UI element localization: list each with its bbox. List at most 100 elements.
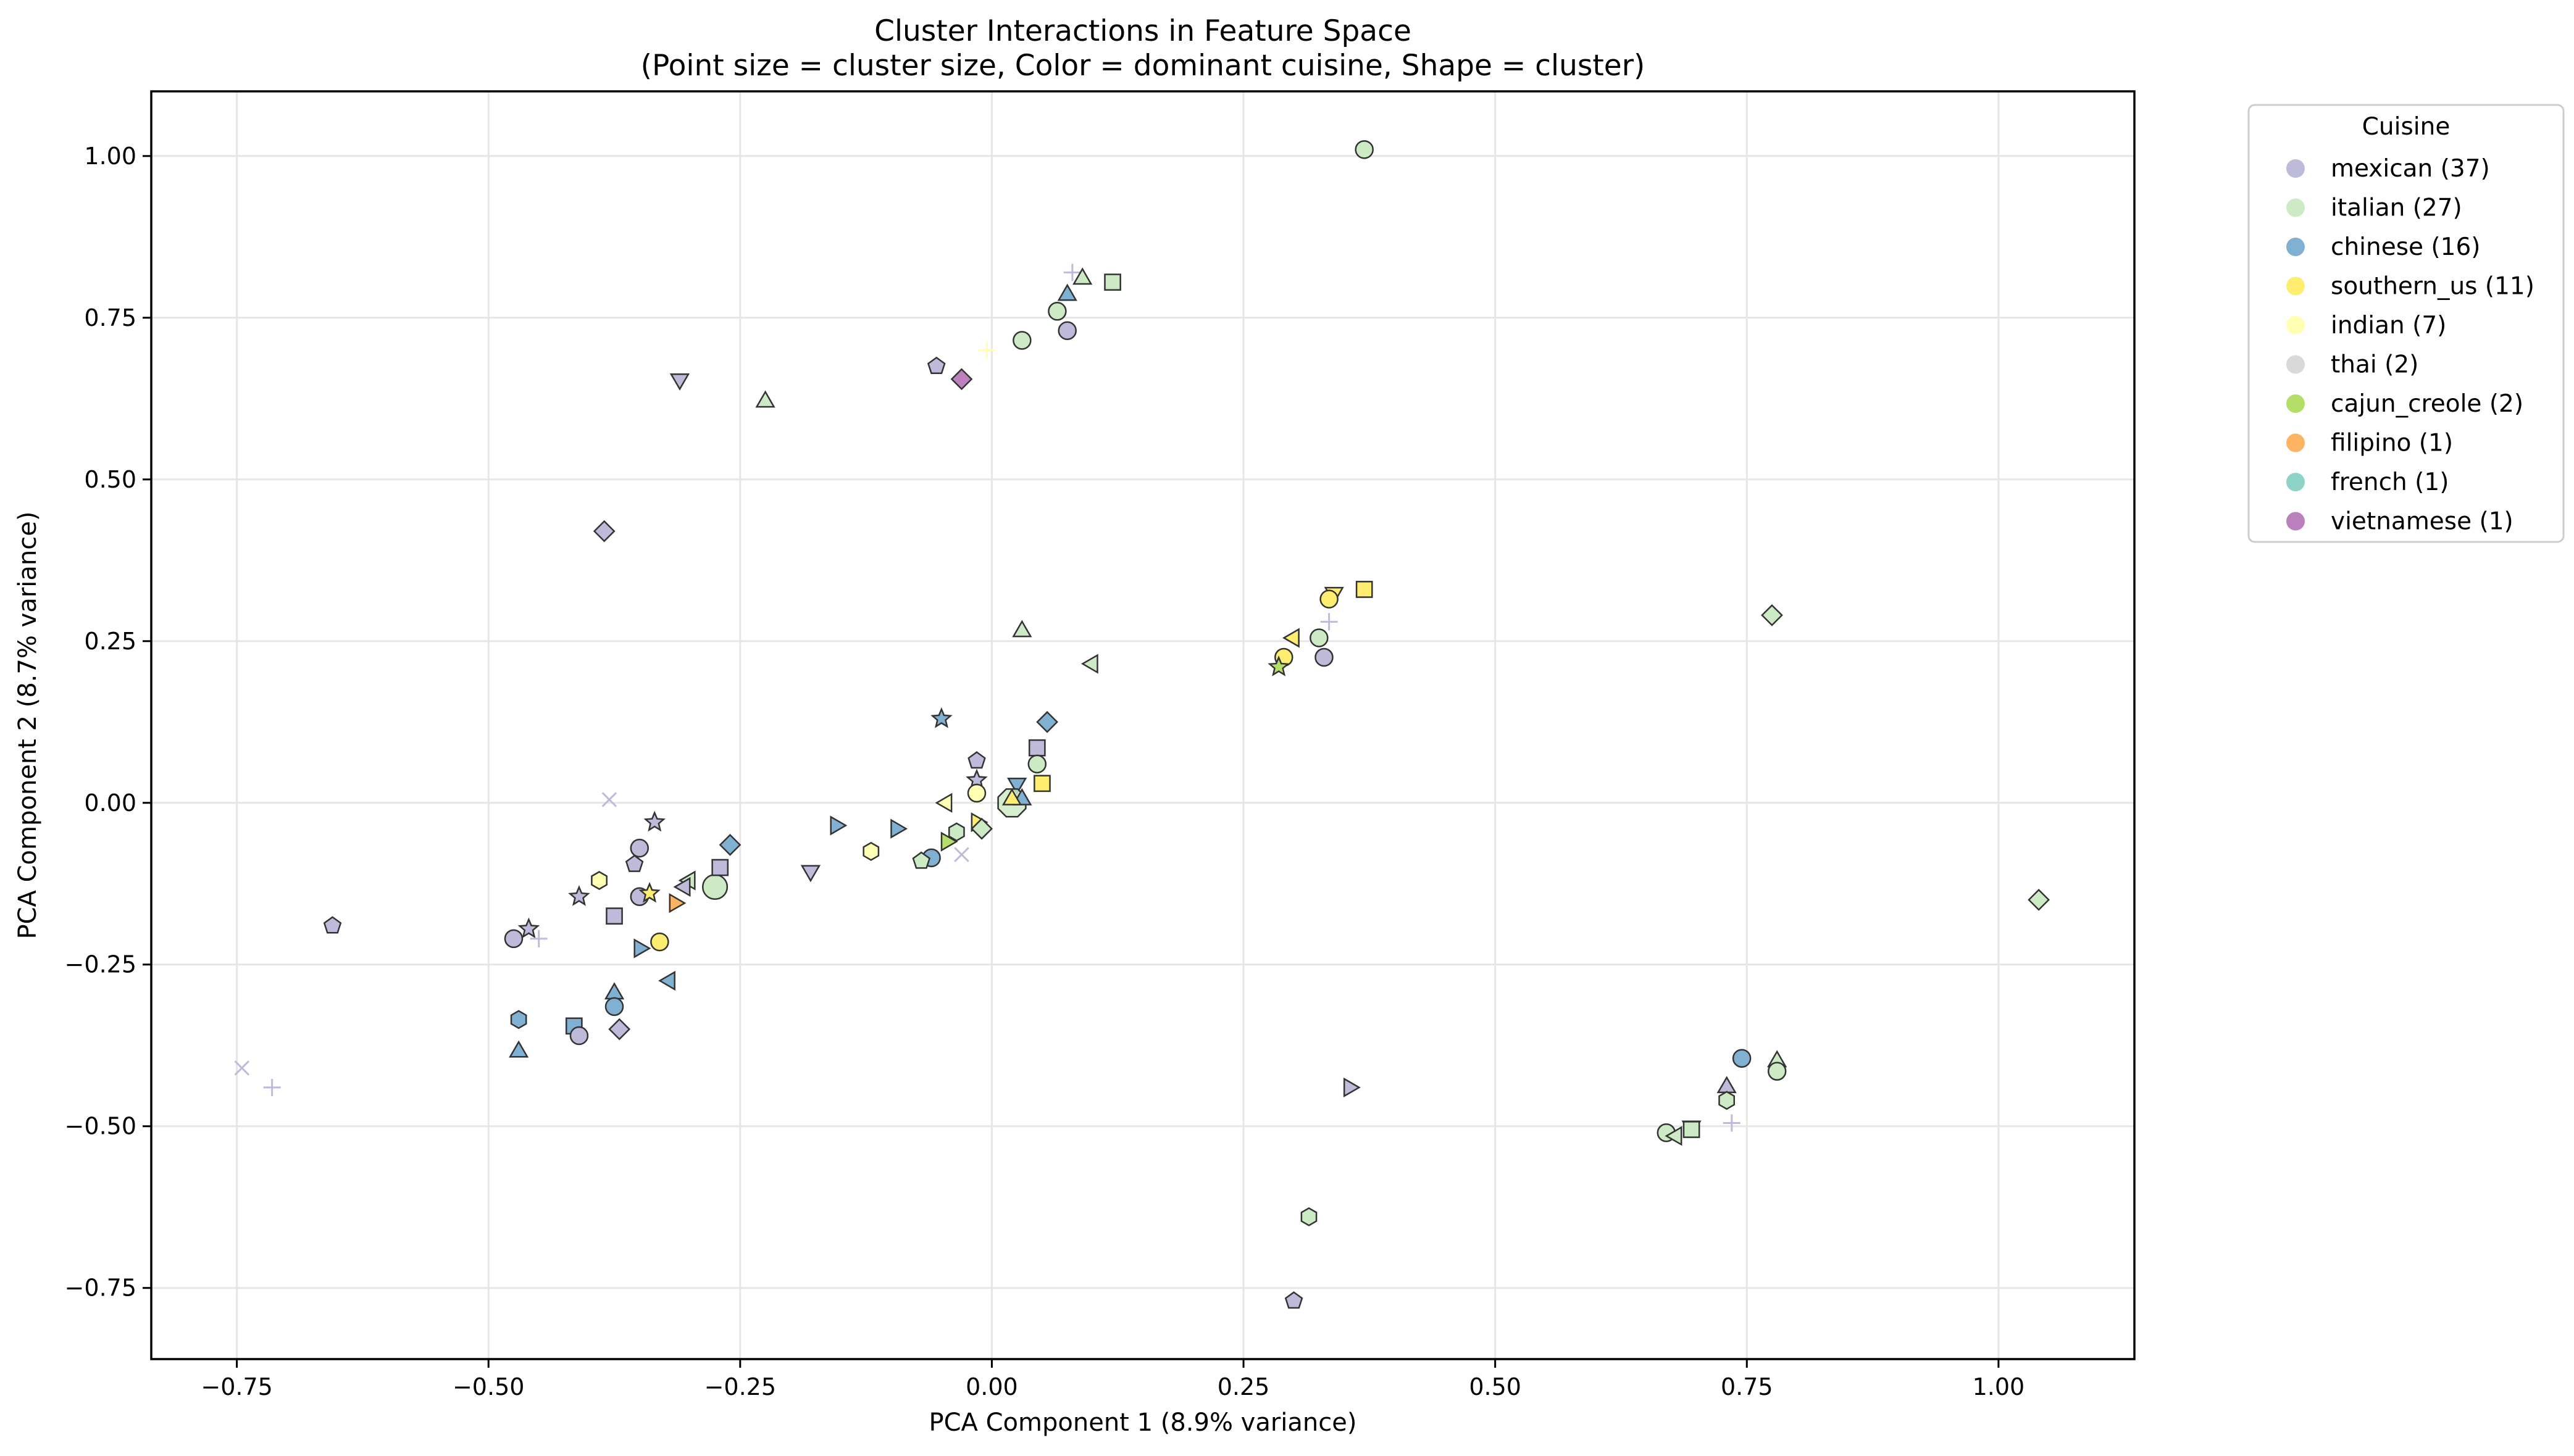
data-point-southern_us (650, 932, 669, 952)
data-point-mexican (234, 1060, 250, 1076)
x-tick-label: −0.25 (704, 1373, 776, 1400)
data-point-italian (948, 822, 965, 842)
legend-label-southern_us: southern_us (11) (2331, 273, 2534, 301)
data-point-italian (1080, 654, 1098, 674)
data-point-chinese (830, 815, 848, 836)
legend-marker-thai (2286, 355, 2305, 374)
legend-marker-italian (2286, 198, 2305, 217)
data-point-italian (1761, 604, 1783, 626)
data-point-mexican (1716, 1076, 1737, 1094)
data-point-chinese (930, 707, 953, 728)
data-point-mexican (669, 373, 690, 391)
data-point-mexican (630, 838, 650, 858)
y-axis-label: PCA Component 2 (8.7% variance) (14, 512, 42, 939)
legend-label-chinese: chinese (16) (2331, 233, 2480, 261)
data-point-italian (1013, 331, 1032, 350)
y-tick-label: 0.75 (84, 304, 136, 331)
data-point-italian (1718, 1091, 1736, 1110)
chart-title: Cluster Interactions in Feature Space (874, 14, 1411, 48)
y-tick-label: 1.00 (84, 143, 136, 170)
data-point-southern_us (1001, 788, 1022, 805)
data-point-mexican (1063, 264, 1081, 281)
axis-ticks: −0.75 −0.50 −0.25 0.00 0.25 0.50 0.75 1.00 −0.75… (65, 143, 2025, 1400)
legend-label-italian: italian (27) (2331, 194, 2462, 222)
data-point-mexican (593, 520, 616, 543)
data-point-mexican (530, 930, 548, 947)
x-axis-label: PCA Component 1 (8.9% variance) (929, 1408, 1357, 1437)
data-point-chinese (510, 1010, 527, 1030)
data-point-indian (935, 792, 953, 813)
legend-marker-indian (2286, 316, 2305, 335)
y-tick-label: 0.25 (84, 628, 136, 655)
data-point-italian (702, 873, 729, 901)
plot-frame (150, 90, 2136, 1360)
legend-marker-filipino (2286, 433, 2305, 452)
grid (151, 91, 2134, 1359)
data-point-southern_us (1034, 775, 1051, 792)
data-point-southern_us (1355, 581, 1373, 598)
data-point-chinese (1732, 1049, 1752, 1068)
y-tick-label: −0.25 (65, 951, 136, 978)
data-point-cajun_creole (940, 831, 958, 852)
data-point-mexican (568, 885, 590, 906)
data-point-indian (978, 341, 996, 359)
data-point-filipino (669, 893, 687, 913)
legend-label-cajun_creole: cajun_creole (2) (2331, 390, 2523, 418)
data-point-chinese (633, 938, 651, 959)
legend-label-mexican: mexican (37) (2331, 155, 2490, 183)
legend-title: Cuisine (2362, 113, 2451, 141)
data-point-italian (1027, 754, 1047, 774)
legend: Cuisine mexican (37) italian (27) chinese … (2247, 104, 2565, 543)
legend-marker-french (2286, 473, 2305, 491)
data-point-chinese (719, 834, 742, 856)
data-point-italian (1310, 628, 1329, 647)
data-point-indian (863, 841, 880, 861)
legend-marker-vietnamese (2286, 512, 2305, 531)
legend-marker-southern_us (2286, 277, 2305, 296)
data-point-italian (1048, 302, 1067, 321)
data-point-southern_us (638, 881, 661, 903)
legend-marker-chinese (2286, 238, 2305, 256)
x-tick-label: 0.50 (1469, 1373, 1521, 1400)
data-point-chinese (890, 818, 908, 839)
x-tick-label: −0.75 (201, 1373, 272, 1400)
data-point-mexican (263, 1078, 281, 1096)
data-point-vietnamese (950, 368, 973, 391)
data-point-mexican (517, 917, 540, 939)
data-point-mexican (601, 792, 617, 807)
data-point-italian (1072, 267, 1093, 285)
data-points (234, 140, 2050, 1309)
data-point-mexican (606, 907, 623, 925)
data-point-chinese (509, 1040, 529, 1058)
data-point-italian (912, 851, 931, 869)
legend-marker-mexican (2286, 159, 2305, 178)
data-point-chinese (1007, 778, 1027, 795)
data-point-mexican (1028, 739, 1046, 757)
data-point-italian (1104, 273, 1121, 291)
y-tick-label: −0.75 (65, 1275, 136, 1302)
data-point-italian (2028, 889, 2050, 911)
data-point-mexican (673, 876, 691, 897)
data-point-mexican (1284, 1291, 1303, 1309)
y-tick-label: 0.50 (84, 466, 136, 493)
data-point-chinese (604, 997, 624, 1017)
data-point-mexican (643, 810, 666, 832)
data-point-mexican (1320, 613, 1338, 631)
data-point-italian (1665, 1126, 1682, 1146)
data-point-italian (1300, 1207, 1318, 1226)
legend-label-french: french (1) (2331, 468, 2449, 496)
legend-label-filipino: filipino (1) (2331, 430, 2453, 457)
legend-label-vietnamese: vietnamese (1) (2331, 508, 2513, 536)
data-point-mexican (504, 929, 524, 949)
data-point-mexican (1343, 1077, 1361, 1097)
data-point-mexican (800, 865, 821, 883)
x-tick-label: 0.00 (966, 1373, 1018, 1400)
y-tick-label: −0.50 (65, 1113, 136, 1140)
x-tick-label: 1.00 (1973, 1373, 2025, 1400)
data-point-italian (1355, 140, 1374, 159)
legend-box (2247, 104, 2565, 543)
x-tick-label: 0.25 (1218, 1373, 1270, 1400)
data-point-chinese (1057, 283, 1077, 301)
